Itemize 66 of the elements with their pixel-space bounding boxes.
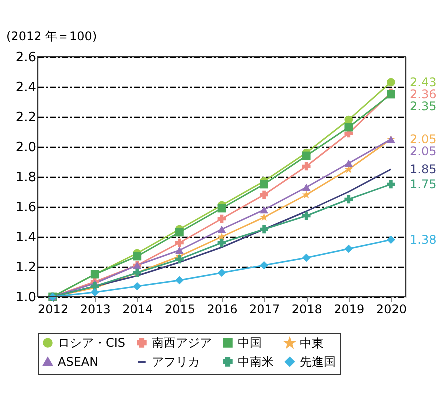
point (90, 288, 100, 297)
point (218, 268, 226, 278)
x-tick-label: 2013 (80, 302, 111, 316)
data-label: 2.05 (410, 132, 437, 146)
point (302, 212, 311, 220)
x-tick-label: 2014 (122, 302, 154, 316)
data-label: 2.43 (410, 76, 437, 90)
point (302, 184, 311, 192)
point (344, 195, 354, 204)
legend-label: ASEAN (58, 355, 99, 369)
data-label: 1.85 (410, 162, 437, 176)
data-label: 2.36 (410, 88, 437, 102)
y-tick-label: 1.4 (16, 230, 36, 246)
legend-label: アフリカ (152, 355, 200, 369)
point (387, 180, 396, 189)
point (260, 180, 268, 189)
point (260, 213, 268, 222)
point (133, 282, 142, 291)
y-tick-label: 2.6 (16, 50, 36, 66)
y-tick-label: 1.8 (16, 170, 36, 186)
y-tick-label: 1.6 (16, 200, 36, 216)
data-label: 1.38 (410, 233, 437, 247)
point (344, 244, 354, 254)
point (133, 252, 142, 261)
x-tick-label: 2016 (207, 302, 238, 316)
point (260, 190, 268, 200)
point (302, 254, 311, 262)
point (302, 190, 311, 199)
point (176, 255, 184, 264)
legend-label: 南西アジア (152, 336, 212, 350)
point (260, 261, 268, 270)
y-tick-label: 1.2 (16, 260, 36, 276)
y-axis-title: (2012 年＝100) (6, 30, 98, 44)
point (344, 116, 354, 124)
data-label: 1.75 (410, 178, 437, 192)
legend-label: 中南米 (238, 355, 274, 369)
data-label: 2.35 (410, 100, 437, 114)
y-tick-label: 2.2 (16, 110, 36, 126)
legend-label: 先進国 (300, 355, 336, 369)
x-tick-label: 2018 (292, 302, 322, 316)
point (176, 276, 184, 285)
point (218, 204, 226, 213)
point (302, 152, 311, 160)
x-tick-label: 2012 (38, 302, 69, 316)
legend-label: 中国 (238, 336, 262, 350)
y-tick-label: 2.4 (16, 80, 36, 96)
x-tick-label: 2020 (376, 302, 407, 316)
point (176, 238, 184, 248)
point (218, 226, 226, 234)
point (344, 123, 354, 132)
y-tick-label: 2.0 (16, 140, 36, 156)
point (176, 246, 184, 254)
point (387, 236, 396, 244)
x-tick-label: 2017 (250, 302, 280, 316)
point (260, 206, 268, 214)
point (176, 228, 184, 237)
point (260, 225, 268, 234)
point (344, 160, 354, 168)
x-tick-label: 2019 (334, 302, 365, 316)
x-tick-label: 2015 (164, 302, 196, 316)
legend-label: 中東 (300, 336, 324, 350)
legend-label: ロシア・CIS (58, 336, 126, 350)
y-tick-label: 1.0 (16, 290, 36, 306)
point (302, 162, 311, 171)
data-label: 2.05 (410, 144, 437, 158)
point (387, 78, 396, 87)
